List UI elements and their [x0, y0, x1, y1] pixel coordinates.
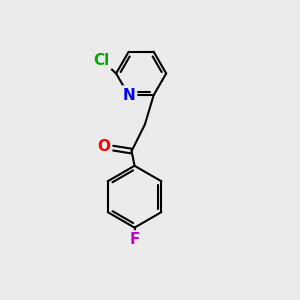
Text: N: N — [122, 88, 135, 103]
Text: Cl: Cl — [93, 53, 110, 68]
Text: F: F — [129, 232, 140, 247]
Text: O: O — [97, 139, 110, 154]
